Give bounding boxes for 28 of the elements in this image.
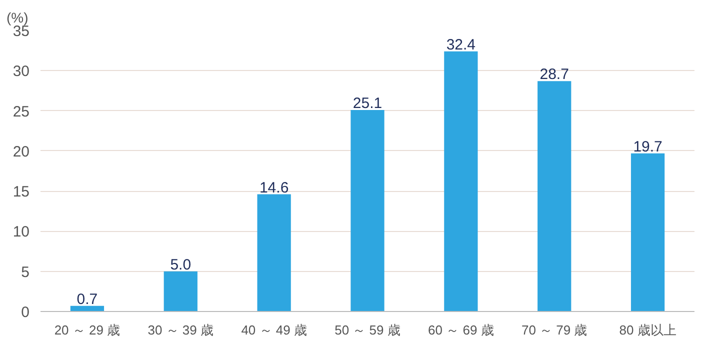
bar (257, 194, 291, 312)
x-tick-label: 50 ～ 59 歳 (334, 322, 400, 338)
y-tick-label: 30 (12, 63, 30, 80)
data-label: 32.4 (446, 36, 476, 54)
y-tick-label: 0 (21, 304, 30, 321)
data-label: 25.1 (352, 94, 382, 112)
data-label: 28.7 (540, 66, 569, 84)
data-label: 19.7 (633, 138, 662, 156)
x-tick-label: 60 ～ 69 歳 (428, 322, 494, 338)
y-axis-title: (%) (6, 10, 28, 26)
y-tick-label: 10 (12, 224, 30, 241)
bar (350, 110, 384, 312)
x-tick-label: 40 ～ 49 歳 (241, 322, 307, 338)
data-label: 0.7 (76, 290, 98, 308)
data-label: 5.0 (170, 256, 192, 274)
data-label: 14.6 (259, 179, 289, 196)
y-tick-label: 15 (12, 184, 30, 201)
bar (164, 271, 198, 312)
x-tick-label: 30 ～ 39 歳 (148, 322, 214, 338)
bar (444, 51, 478, 312)
y-tick-label: 20 (12, 143, 30, 160)
bar (630, 153, 665, 312)
y-tick-label: 5 (21, 264, 30, 281)
x-tick-label: 70 ～ 79 歳 (521, 322, 588, 338)
bar (538, 81, 572, 312)
x-tick-label: 80 歳以上 (619, 322, 676, 338)
y-tick-label: 25 (12, 103, 30, 120)
x-tick-label: 20 ～ 29 歳 (54, 322, 120, 338)
